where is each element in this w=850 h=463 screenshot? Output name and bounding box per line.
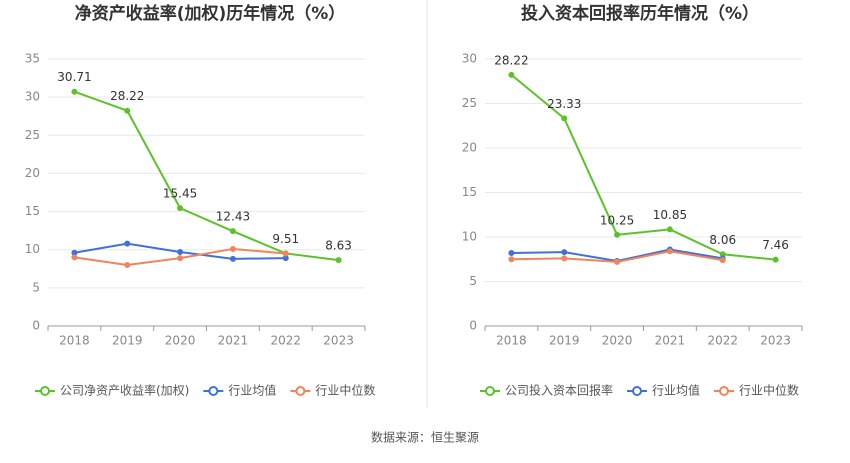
legend-marker [632, 386, 643, 396]
x-tick-label: 2022 [707, 334, 738, 348]
data-label: 10.25 [600, 213, 634, 227]
data-label: 8.06 [709, 233, 736, 247]
data-label: 12.43 [216, 210, 250, 224]
x-tick-label: 2018 [496, 334, 527, 348]
y-tick-label: 0 [469, 319, 477, 333]
data-label: 9.51 [272, 232, 299, 246]
y-tick-label: 35 [25, 52, 40, 66]
y-tick-label: 25 [462, 96, 477, 110]
y-tick-label: 5 [469, 274, 477, 288]
point [508, 256, 515, 263]
x-tick-label: 2023 [323, 334, 354, 348]
legend-item: 公司投入资本回报率 [480, 383, 613, 398]
legend-marker [208, 386, 219, 396]
x-tick-label: 2021 [218, 334, 249, 348]
point [335, 257, 342, 264]
x-tick-label: 2019 [112, 334, 143, 348]
data-label: 8.63 [325, 239, 352, 253]
point [561, 255, 568, 262]
chart-title: 净资产收益率(加权)历年情况（%） [75, 3, 346, 24]
point [229, 255, 236, 262]
data-label: 15.45 [163, 187, 197, 201]
x-tick-label: 2020 [602, 334, 633, 348]
point [508, 250, 515, 257]
x-tick-label: 2018 [59, 334, 90, 348]
point [508, 71, 515, 78]
point [772, 256, 779, 263]
y-tick-label: 20 [462, 141, 477, 155]
point [229, 245, 236, 252]
legend-label: 行业中位数 [315, 383, 375, 398]
data-label: 10.85 [653, 208, 687, 222]
y-tick-label: 0 [32, 319, 40, 333]
data-label: 7.46 [762, 238, 789, 252]
legend-item: 公司净资产收益率(加权) [35, 383, 189, 398]
legend-marker [40, 386, 50, 396]
point [614, 231, 621, 238]
footer: 数据来源：恒生聚源 [371, 430, 479, 445]
data-label: 23.33 [547, 97, 581, 111]
point [177, 205, 184, 212]
y-tick-label: 15 [462, 185, 477, 199]
point [177, 255, 184, 262]
point [124, 261, 131, 268]
x-tick-label: 2020 [165, 334, 196, 348]
point [124, 107, 131, 114]
point [666, 248, 673, 255]
y-tick-label: 10 [25, 242, 40, 256]
legend-marker [719, 386, 730, 396]
point [666, 226, 673, 233]
legend-item: 行业中位数 [714, 383, 799, 398]
legend-label: 行业均值 [652, 383, 700, 398]
legend-label: 公司净资产收益率(加权) [60, 383, 189, 398]
point [282, 250, 289, 257]
point [719, 257, 726, 264]
data-label: 30.71 [57, 70, 91, 84]
x-tick-label: 2022 [270, 334, 301, 348]
data-label: 28.22 [494, 53, 528, 67]
legend-marker [485, 386, 495, 396]
legend-marker [295, 386, 306, 396]
point [229, 228, 236, 235]
point [177, 249, 184, 256]
point [561, 115, 568, 122]
legend-item: 行业均值 [627, 383, 700, 398]
y-tick-label: 15 [25, 204, 40, 218]
x-tick-label: 2021 [655, 334, 686, 348]
point [614, 258, 621, 265]
point [561, 249, 568, 256]
y-tick-label: 30 [25, 90, 40, 104]
y-tick-label: 30 [462, 52, 477, 66]
x-tick-label: 2019 [549, 334, 580, 348]
data-label: 28.22 [110, 89, 144, 103]
point [71, 88, 78, 95]
legend-label: 行业中位数 [739, 383, 799, 398]
legend-label: 公司投入资本回报率 [505, 383, 613, 398]
chart-title: 投入资本回报率历年情况（%） [521, 3, 759, 24]
series-line [74, 90, 339, 262]
legend-label: 行业均值 [228, 383, 276, 398]
y-tick-label: 20 [25, 166, 40, 180]
x-tick-label: 2023 [760, 334, 791, 348]
point [71, 254, 78, 261]
y-tick-label: 5 [32, 280, 40, 294]
y-tick-label: 25 [25, 128, 40, 142]
legend-item: 行业均值 [203, 383, 276, 398]
point [124, 240, 131, 247]
series-line [510, 74, 776, 261]
legend-item: 行业中位数 [290, 383, 375, 398]
y-tick-label: 10 [462, 230, 477, 244]
